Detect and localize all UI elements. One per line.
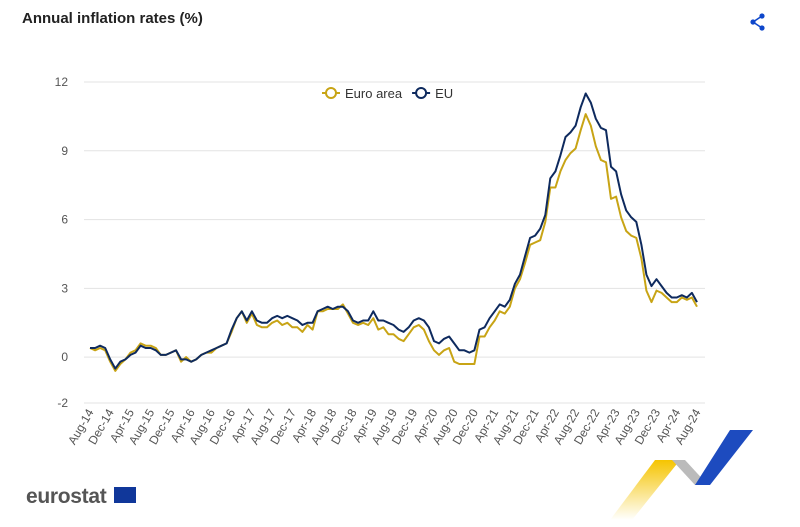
legend-label: Euro area <box>345 86 403 101</box>
eurostat-logo: eurostat <box>26 485 107 508</box>
y-tick-label: 12 <box>55 75 69 89</box>
y-tick-label: 3 <box>61 281 68 295</box>
series-line-eu <box>90 92 698 370</box>
y-tick-label: 0 <box>61 350 68 364</box>
chart-title: Annual inflation rates (%) <box>22 10 203 27</box>
legend-marker <box>415 87 428 99</box>
eu-flag-icon <box>114 487 136 503</box>
decorative-ribbon-icon <box>610 430 753 520</box>
y-tick-label: 6 <box>61 213 68 227</box>
share-icon[interactable] <box>748 12 768 32</box>
legend-label: EU <box>435 86 453 101</box>
y-tick-label: -2 <box>57 396 68 410</box>
legend-marker <box>325 87 337 99</box>
series-line-euro-area <box>89 113 698 372</box>
y-tick-label: 9 <box>61 144 68 158</box>
